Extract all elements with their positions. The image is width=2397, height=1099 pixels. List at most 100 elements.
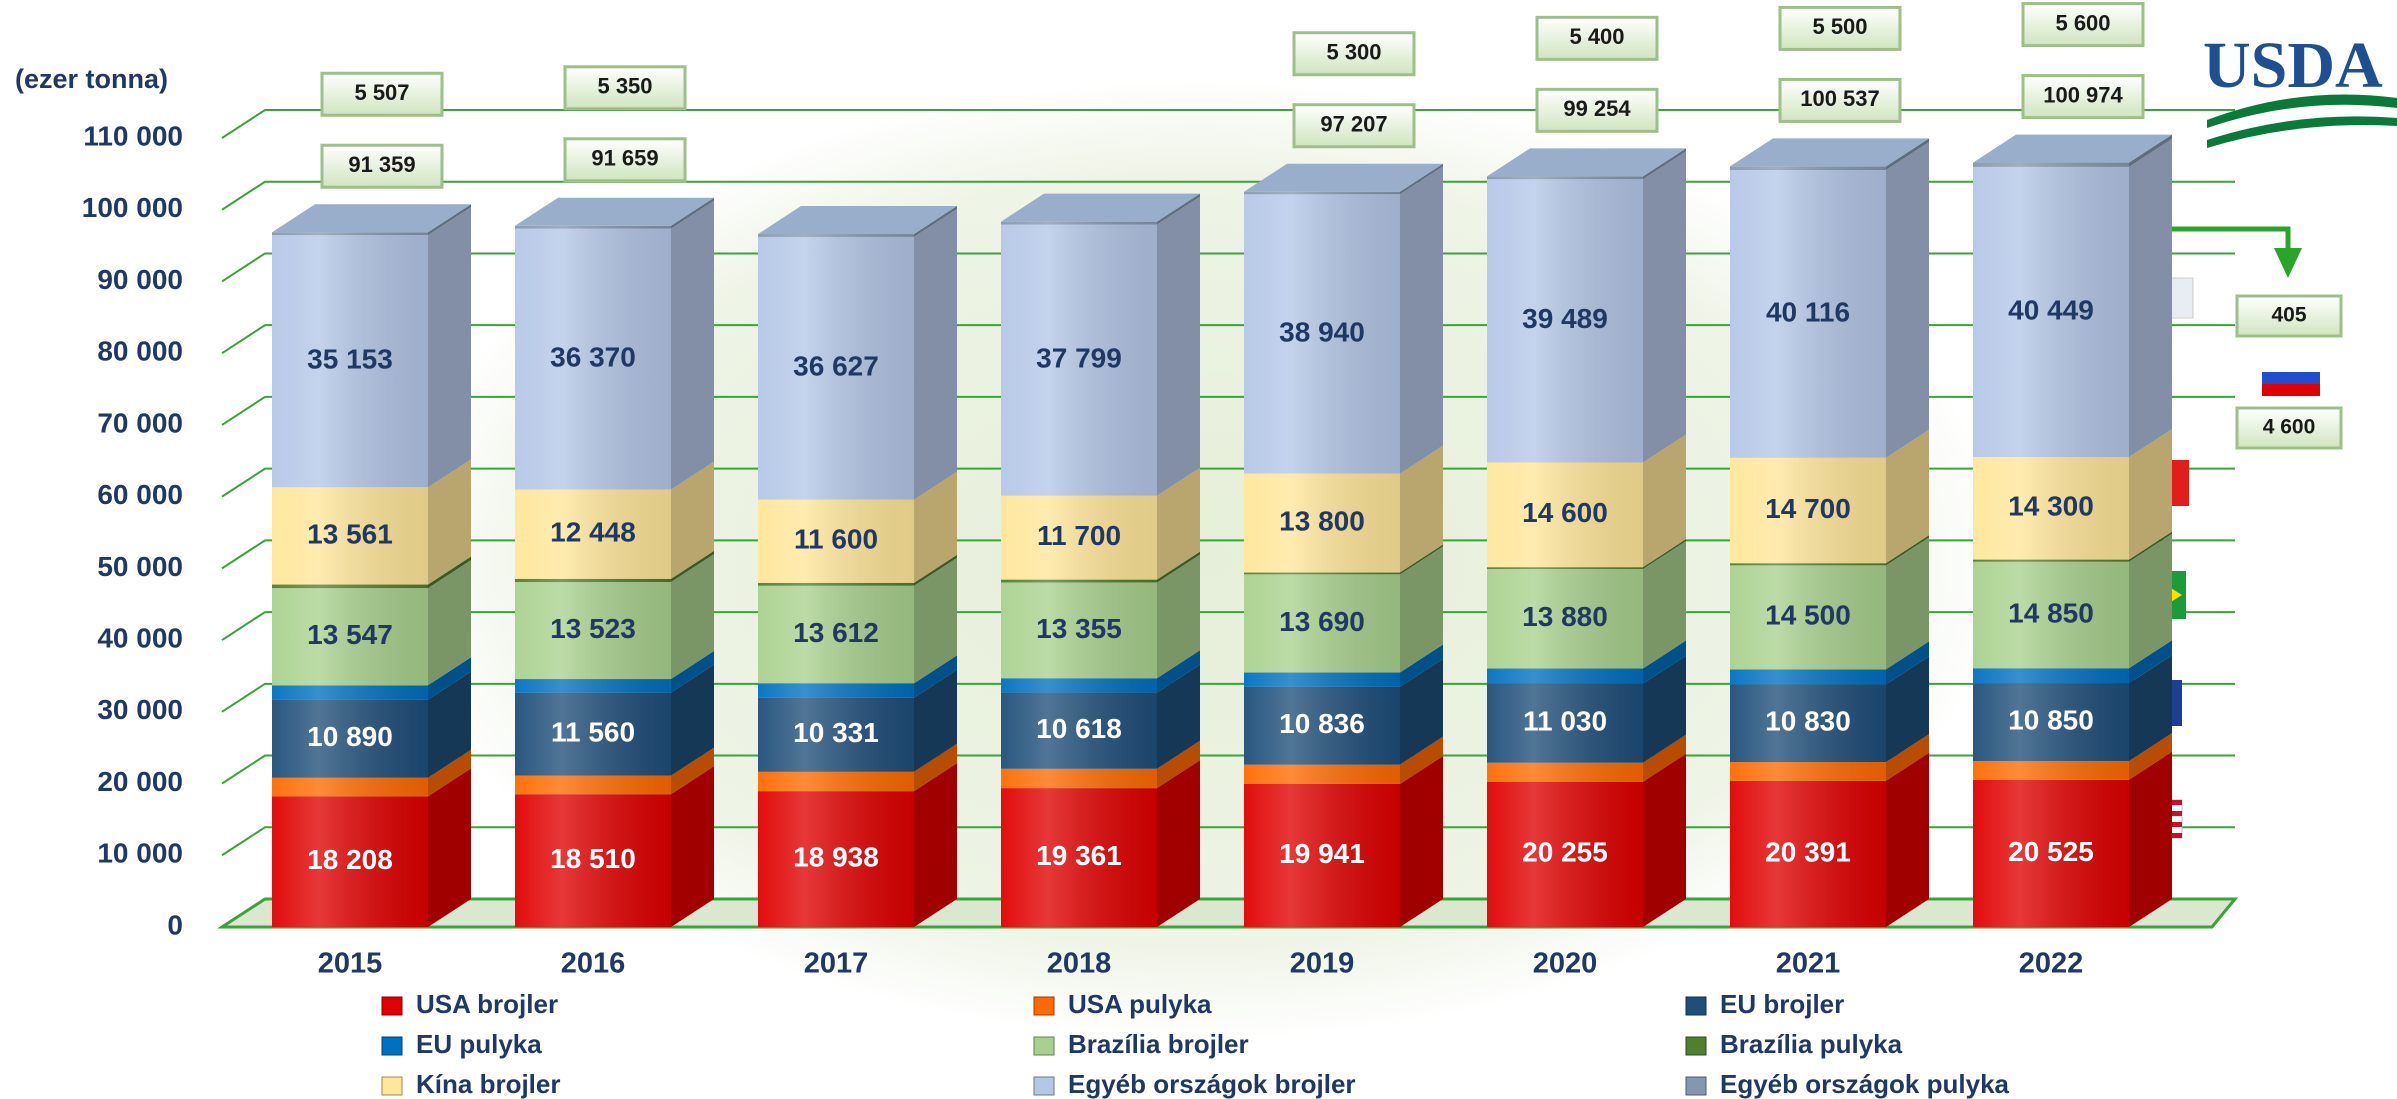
bar-side xyxy=(914,208,957,500)
side-box xyxy=(2235,294,2343,338)
bar-segment xyxy=(1244,546,1443,673)
russia-flag xyxy=(2262,372,2320,384)
bar-shine xyxy=(758,234,914,237)
bar-side xyxy=(1157,664,1200,769)
legend-label: Kína brojler xyxy=(416,1069,560,1099)
side-label: 405 xyxy=(2271,304,2306,327)
legend-swatch xyxy=(381,996,403,1016)
bar-side xyxy=(2129,733,2172,780)
bar-segment xyxy=(1244,658,1443,765)
annotation: 5 507 xyxy=(354,80,409,105)
bar-side xyxy=(428,671,471,778)
value-label: 13 612 xyxy=(793,617,879,648)
bar-segment xyxy=(1730,734,1929,781)
annotation: 99 254 xyxy=(1563,96,1631,121)
bar-segment xyxy=(1001,193,1200,225)
bar-segment xyxy=(1487,753,1686,927)
bar-shine xyxy=(1973,683,2129,762)
bar-shine xyxy=(1973,166,2129,458)
bar-side xyxy=(914,554,957,586)
bar-shine xyxy=(272,777,428,797)
legend-swatch xyxy=(1033,996,1055,1016)
bar-segment xyxy=(272,204,471,236)
bar-shine xyxy=(758,771,914,792)
y-tick-label: 60 000 xyxy=(97,479,183,510)
bar-shine xyxy=(1973,668,2129,684)
bar-segment xyxy=(515,200,714,490)
bar-segment xyxy=(272,459,471,585)
annotation: 5 600 xyxy=(2055,10,2110,35)
bar-shine xyxy=(1973,761,2129,780)
bar-shine xyxy=(515,225,671,229)
unit-label: (ezer tonna) xyxy=(15,64,168,94)
logo-swoosh xyxy=(2207,94,2397,128)
legend-swatch xyxy=(1033,1076,1055,1096)
bar-segment xyxy=(1487,655,1686,763)
bar-side xyxy=(428,204,471,236)
bar-shine xyxy=(1487,668,1643,684)
bar-segment xyxy=(1244,166,1443,474)
bar-side xyxy=(1157,554,1200,679)
bar-shine xyxy=(1001,495,1157,580)
bar-segment xyxy=(272,207,471,488)
bar-shine xyxy=(1487,176,1643,180)
bar-side xyxy=(1400,755,1443,927)
annotation-box xyxy=(563,137,687,183)
value-label: 14 500 xyxy=(1765,600,1851,631)
bar-side xyxy=(428,459,471,585)
logo: USDA xyxy=(2203,29,2397,148)
legend-label: USA pulyka xyxy=(1068,989,1212,1019)
bar-segment xyxy=(272,657,471,700)
bar-side xyxy=(428,768,471,927)
value-label: 10 850 xyxy=(2008,705,2094,736)
bar-side xyxy=(2129,655,2172,762)
y-tick-label: 100 000 xyxy=(82,192,183,223)
y-tick-label: 70 000 xyxy=(97,407,183,438)
value-label: 10 331 xyxy=(793,717,879,748)
annotation-box xyxy=(2021,2,2145,48)
bar-segment xyxy=(272,560,471,686)
bar-side xyxy=(1157,650,1200,693)
value-label: 13 561 xyxy=(307,518,393,549)
bar-shine xyxy=(1730,684,1886,763)
bar-segment xyxy=(1730,429,1929,564)
bar-shine xyxy=(1244,672,1400,687)
legend-swatch xyxy=(1685,1036,1707,1056)
value-label: 13 355 xyxy=(1036,613,1122,644)
bar-side xyxy=(914,763,957,927)
bar-shine xyxy=(758,585,914,684)
bar-shine xyxy=(758,791,914,927)
bar-side xyxy=(1886,535,1929,566)
bar-shine xyxy=(1730,762,1886,781)
bar-segment xyxy=(1244,445,1443,573)
value-label: 13 690 xyxy=(1279,606,1365,637)
bar-segment xyxy=(1244,736,1443,784)
y-tick-label: 80 000 xyxy=(97,336,183,367)
bar-shine xyxy=(758,683,914,698)
bar-side xyxy=(914,655,957,698)
value-label: 14 600 xyxy=(1522,497,1608,528)
x-tick-label: 2015 xyxy=(318,948,383,980)
bar-side xyxy=(2129,640,2172,684)
bar-segment xyxy=(1001,650,1200,693)
bar-side xyxy=(1400,166,1443,474)
bar-side xyxy=(428,207,471,488)
bar-shine xyxy=(1487,781,1643,927)
annotation: 100 974 xyxy=(2043,82,2123,107)
legend-swatch xyxy=(1685,996,1707,1016)
annotation: 97 207 xyxy=(1320,112,1387,137)
bar-side xyxy=(1643,540,1686,669)
bar-segment xyxy=(272,749,471,797)
bar-segment xyxy=(272,556,471,589)
x-tick-label: 2018 xyxy=(1047,948,1112,980)
value-label: 37 799 xyxy=(1036,343,1122,374)
annotation-box xyxy=(2021,74,2145,120)
value-label: 11 560 xyxy=(551,717,635,748)
bar-segment xyxy=(758,208,957,500)
bar-segment xyxy=(1730,641,1929,685)
bar-side xyxy=(671,747,714,795)
y-tick-label: 0 xyxy=(167,909,183,940)
value-label: 35 153 xyxy=(307,344,393,375)
bar-side xyxy=(2129,533,2172,669)
russia-flag xyxy=(2262,384,2320,396)
